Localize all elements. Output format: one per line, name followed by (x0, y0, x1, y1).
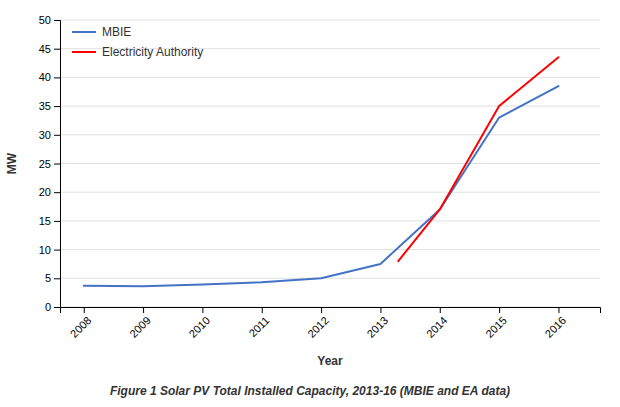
y-tick-mark (54, 106, 60, 107)
y-tick-label: 15 (39, 215, 51, 227)
grid-line (60, 77, 600, 78)
plot: 2008200920102011201220132014201520160510… (39, 14, 601, 340)
x-axis: 2008 2009 2010 2011 2012 2013 2014 2015 2016 (61, 307, 601, 340)
y-tick-mark (54, 192, 60, 193)
x-tick-mark (143, 307, 144, 313)
y-tick: 10 (39, 244, 60, 256)
series-line (398, 57, 558, 261)
grid-line (60, 20, 600, 21)
y-tick-mark (54, 278, 60, 279)
y-tick-label: 35 (39, 100, 51, 112)
grid-line (60, 192, 600, 193)
lines (84, 57, 559, 286)
x-axis-title: Year (317, 354, 343, 368)
x-tick-label: 2010 (186, 314, 212, 340)
x-tick-mark (440, 307, 441, 313)
x-tick-label: 2016 (542, 314, 568, 340)
series-line (84, 86, 559, 286)
x-tick: 2009 (127, 307, 153, 340)
grid (60, 20, 600, 307)
y-tick: 30 (39, 129, 60, 141)
x-tick: 2013 (364, 307, 390, 340)
y-tick: 45 (39, 43, 60, 55)
x-tick-mark (84, 307, 85, 313)
legend-label: Electricity Authority (102, 45, 203, 59)
y-tick: 15 (39, 215, 60, 227)
y-tick: 50 (39, 14, 60, 26)
grid-line (60, 163, 600, 164)
legend-swatch (72, 51, 96, 53)
x-tick-label: 2012 (305, 314, 331, 340)
y-axis-line (54, 21, 61, 308)
y-tick: 25 (39, 158, 60, 170)
y-tick: 35 (39, 100, 60, 112)
x-tick-mark (202, 307, 203, 313)
grid-line (60, 249, 600, 250)
x-tick-mark (558, 307, 559, 313)
y-tick-label: 20 (39, 186, 51, 198)
grid-line (60, 278, 600, 279)
y-tick-mark (54, 221, 60, 222)
x-tick-label: 2013 (364, 314, 390, 340)
y-tick-mark (54, 49, 60, 50)
x-tick: 2014 (424, 307, 450, 340)
x-tick-mark (499, 307, 500, 313)
y-tick: 20 (39, 186, 60, 198)
x-tick: 2008 (68, 307, 94, 340)
x-tick: 2012 (305, 307, 331, 340)
y-tick-mark (54, 164, 60, 165)
legend-swatch (72, 31, 96, 33)
y-tick-label: 30 (39, 129, 51, 141)
y-tick: 5 (45, 272, 60, 284)
y-tick-mark (54, 77, 60, 78)
x-axis-line (61, 308, 601, 314)
y-tick-mark (54, 307, 60, 308)
y-tick-label: 10 (39, 244, 51, 256)
grid-line (60, 134, 600, 135)
y-tick-mark (54, 135, 60, 136)
y-tick-label: 40 (39, 71, 51, 83)
y-tick-label: 25 (39, 158, 51, 170)
x-tick: 2016 (542, 307, 568, 340)
y-tick-label: 50 (39, 14, 51, 26)
x-tick-label: 2015 (483, 314, 509, 340)
x-tick-mark (321, 307, 322, 313)
y-tick: 40 (39, 71, 60, 83)
x-tick-label: 2008 (68, 314, 94, 340)
legend-item: Electricity Authority (72, 45, 203, 59)
x-tick-mark (262, 307, 263, 313)
y-tick-label: 5 (45, 272, 51, 284)
x-tick: 2011 (246, 307, 271, 339)
y-axis-title: MW (5, 152, 19, 174)
x-tick-mark (380, 307, 381, 313)
x-tick-label: 2011 (246, 314, 271, 339)
y-tick-label: 0 (45, 301, 51, 313)
y-tick-mark (54, 250, 60, 251)
y-axis: 0 5 10 15 20 25 30 35 40 45 50 (39, 14, 61, 313)
y-tick-mark (54, 20, 60, 21)
x-tick-label: 2009 (127, 314, 153, 340)
legend-label: MBIE (102, 25, 131, 39)
y-tick: 0 (45, 301, 60, 313)
x-tick: 2015 (483, 307, 509, 340)
caption: Figure 1 Solar PV Total Installed Capaci… (110, 384, 510, 398)
x-tick-label: 2014 (424, 314, 450, 340)
legend: MBIE Electricity Authority (72, 25, 203, 59)
chart: 2008200920102011201220132014201520160510… (0, 0, 620, 407)
grid-line (60, 220, 600, 221)
legend-item: MBIE (72, 25, 131, 39)
y-tick-label: 45 (39, 43, 51, 55)
x-tick: 2010 (186, 307, 212, 340)
